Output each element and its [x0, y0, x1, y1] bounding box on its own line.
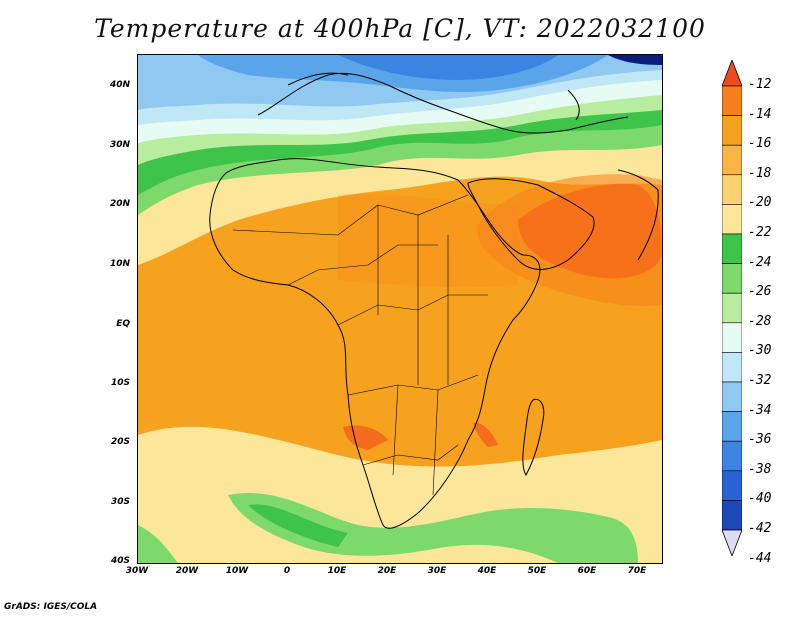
north-deep-blue-band — [338, 55, 558, 80]
southern-hot-patch-2 — [473, 422, 498, 447]
colorbar-swatch — [722, 352, 742, 383]
colorbar-tick-label: -38 — [748, 461, 772, 477]
colorbar-tick-label: -20 — [748, 195, 772, 211]
lat-label-20s: 20S — [110, 437, 130, 447]
lat-label-10s: 10S — [110, 378, 130, 388]
southern-green-band — [228, 492, 638, 563]
southern-green-band-sw — [138, 525, 178, 563]
lon-label-30w: 30W — [125, 566, 149, 576]
lat-label-40n: 40N — [109, 80, 130, 90]
lon-label-30e: 30E — [427, 566, 447, 576]
colorbar-tick-label: -42 — [748, 521, 772, 536]
lat-label-30n: 30N — [109, 140, 130, 150]
colorbar-tick-label: -34 — [748, 402, 772, 418]
colorbar-tick-label: -18 — [748, 165, 772, 181]
lat-label-30s: 30S — [110, 497, 130, 507]
colorbar-tick-label: -24 — [748, 254, 772, 270]
colorbar-swatch — [722, 500, 742, 531]
colorbar-swatch — [722, 144, 742, 176]
india-coastline — [617, 169, 659, 261]
colorbar-swatch — [722, 411, 742, 442]
colorbar-swatch — [722, 381, 742, 412]
colorbar-swatch — [722, 263, 742, 294]
colorbar-swatch — [722, 440, 742, 472]
lon-label-10w: 10W — [225, 566, 249, 576]
lon-label-60e: 60E — [577, 566, 597, 576]
colorbar-swatch — [722, 115, 742, 146]
colorbar-tick-label: -26 — [748, 284, 772, 300]
colorbar-tick-label: -40 — [748, 491, 772, 507]
mediterranean-north — [287, 72, 349, 86]
lat-label-eq: EQ — [116, 319, 130, 329]
colorbar-tick-label: -12 — [748, 77, 772, 92]
map-title: Temperature at 400hPa [C], VT: 202203210… — [94, 14, 706, 43]
colorbar-tick-label: -16 — [748, 136, 772, 152]
country-borders — [232, 194, 488, 496]
coastlines — [209, 72, 659, 529]
colorbar-swatch — [722, 174, 742, 205]
lat-label-20n: 20N — [109, 199, 130, 209]
map-canvas — [138, 55, 662, 563]
lon-label-0: 0 — [283, 566, 291, 576]
lon-label-70e: 70E — [627, 566, 647, 576]
colorbar-top-triangle — [722, 60, 742, 87]
lon-label-50e: 50E — [527, 566, 547, 576]
madagascar-coastline — [522, 398, 545, 476]
colorbar-tick-label: -36 — [748, 432, 772, 448]
arabian-warm-halo — [477, 174, 662, 306]
central-warm-band — [338, 193, 518, 288]
colorbar-swatch — [722, 233, 742, 264]
colorbar-swatch — [722, 292, 742, 324]
arabia-coastline — [467, 178, 595, 270]
europe-coastline — [257, 72, 629, 134]
colorbar-tick-label: -32 — [748, 373, 772, 388]
lon-label-20w: 20W — [175, 566, 199, 576]
africa-coastline — [209, 158, 541, 529]
colorbar — [722, 60, 742, 556]
lon-label-20e: 20E — [377, 566, 397, 576]
lat-label-40s: 40S — [110, 556, 130, 566]
lat-label-10n: 10N — [109, 259, 130, 269]
temperature-map — [137, 54, 663, 564]
credit-text: GrADS: IGES/COLA — [4, 602, 98, 612]
colorbar-tick-label: -44 — [748, 550, 772, 566]
colorbar-swatch — [722, 85, 742, 116]
southern-green-band-dark — [248, 504, 348, 547]
north-darkest-band — [608, 55, 662, 65]
colorbar-tick-label: -30 — [748, 343, 772, 359]
colorbar-tick-label: -28 — [748, 313, 772, 329]
colorbar-swatch — [722, 470, 742, 501]
colorbar-tick-label: -14 — [748, 106, 772, 122]
caspian-coast — [567, 89, 580, 121]
colorbar-tick-label: -22 — [748, 225, 772, 240]
lon-label-40e: 40E — [477, 566, 497, 576]
southern-hot-patch-1 — [343, 425, 388, 450]
colorbar-bottom-triangle — [722, 529, 742, 556]
lon-label-10e: 10E — [327, 566, 347, 576]
colorbar-swatch — [722, 322, 742, 353]
colorbar-swatch — [722, 204, 742, 235]
